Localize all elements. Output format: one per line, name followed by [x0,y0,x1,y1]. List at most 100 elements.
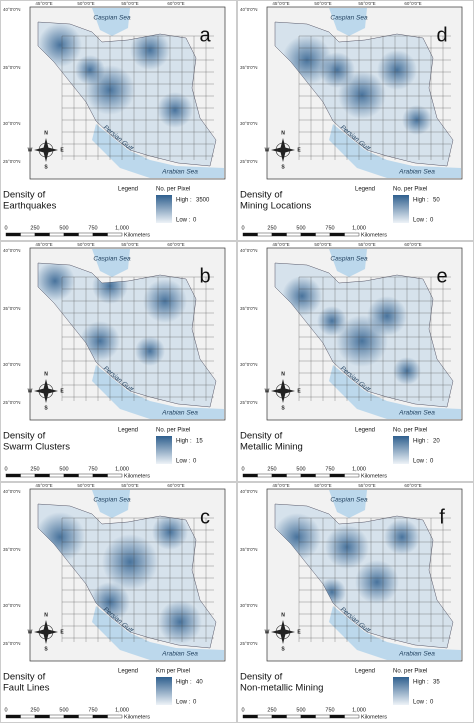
legend-ramp [156,436,172,464]
scale-tick-label: 750 [88,707,97,713]
scale-unit: Kilometers [124,473,150,479]
latitude-label: 25°0'0"N [3,641,21,646]
sea-label: Arabian Sea [161,410,198,417]
scale-segment [242,714,258,719]
latitude-label: 25°0'0"N [240,400,258,405]
panel-title: Density of [3,431,46,442]
compass-letter: S [281,164,285,170]
panel: 40°0'0"N 35°0'0"N 30°0'0"N 25°0'0"N 45°0'0"E… [237,241,474,482]
compass-letter: E [60,629,64,635]
scale-segment [63,714,79,719]
scale-segment [20,473,36,478]
panel: 40°0'0"N 35°0'0"N 30°0'0"N 25°0'0"N 45°0'0"E… [237,482,474,723]
legend-unit: No. per Pixel [393,187,427,193]
scale-segment [34,714,50,719]
caspian-sea [92,8,130,36]
scale-unit: Kilometers [124,232,150,238]
legend-low-label: Low : [176,218,191,224]
scale-tick-label: 1,000 [115,707,129,713]
panel-letter: b [199,265,210,287]
scale-segment [34,232,50,237]
panel-border [0,0,237,241]
longitude-label: 60°0'0"E [167,242,184,247]
scale-tick-label: 250 [267,466,276,472]
compass-letter: W [265,629,270,635]
scale-segment [20,232,36,237]
gulf-sea [92,606,224,660]
legend-low-label: Low : [413,218,428,224]
caspian-sea [92,249,130,277]
scale-segment [315,714,331,719]
panel-title: Fault Lines [3,683,50,694]
scale-segment [49,714,65,719]
legend-high-value: 50 [433,198,440,204]
legend-low-value: 0 [193,459,197,465]
compass-letter: E [297,629,301,635]
density-blob [75,55,105,85]
scale-segment [300,714,316,719]
scale-segment [286,473,302,478]
density-blob [384,519,420,555]
legend-title: Legend [118,428,138,434]
longitude-label: 50°0'0"E [314,483,331,488]
legend-ramp [156,677,172,705]
scale-segment [5,714,21,719]
legend-high-label: High : [413,439,429,445]
scale-tick-label: 250 [267,707,276,713]
compass-letter: N [281,130,285,136]
scale-segment [107,473,123,478]
gulf-sea [92,124,224,178]
panel-title: Density of [240,431,283,442]
compass-letter: N [44,612,48,618]
compass-letter: E [297,147,301,153]
panel-title: Mining Locations [240,201,312,212]
scale-segment [92,473,108,478]
latitude-label: 25°0'0"N [240,641,258,646]
longitude-label: 45°0'0"E [35,242,52,247]
legend-unit: No. per Pixel [393,428,427,434]
panel: 40°0'0"N 35°0'0"N 30°0'0"N 25°0'0"N 45°0'0"E… [0,241,237,482]
scale-tick-label: 1,000 [115,225,129,231]
longitude-label: 45°0'0"E [35,483,52,488]
scale-tick-label: 250 [30,225,39,231]
latitude-label: 30°0'0"N [240,362,258,367]
sea-label: Arabian Sea [161,651,198,658]
scale-tick-label: 500 [296,225,305,231]
scale-segment [271,473,287,478]
gulf-sea [329,124,461,178]
scale-segment [344,714,360,719]
longitude-label: 55°0'0"E [121,1,138,6]
compass-letter: E [60,388,64,394]
scale-unit: Kilometers [124,714,150,720]
latitude-label: 30°0'0"N [3,603,21,608]
legend-low-label: Low : [413,459,428,465]
gulf-sea [329,606,461,660]
latitude-label: 40°0'0"N [3,248,21,253]
scale-segment [271,232,287,237]
longitude-label: 60°0'0"E [404,242,421,247]
scale-tick-label: 0 [4,225,7,231]
legend-high-label: High : [176,439,192,445]
legend-low-value: 0 [193,700,197,706]
scale-tick-label: 0 [241,707,244,713]
scale-segment [257,473,273,478]
longitude-label: 55°0'0"E [358,483,375,488]
legend-unit: No. per Pixel [393,669,427,675]
scale-tick-label: 0 [241,466,244,472]
scale-tick-label: 250 [30,466,39,472]
scale-segment [242,232,258,237]
scale-segment [92,232,108,237]
sea-label: Caspian Sea [330,15,368,22]
panel: 40°0'0"N 35°0'0"N 30°0'0"N 25°0'0"N 45°0'0"E… [237,0,474,241]
scale-tick-label: 750 [325,225,334,231]
panel: 40°0'0"N 35°0'0"N 30°0'0"N 25°0'0"N 45°0'0"E… [0,482,237,723]
compass-letter: S [281,646,285,652]
caspian-sea [329,8,367,36]
scale-segment [78,473,94,478]
scale-segment [5,473,21,478]
latitude-label: 30°0'0"N [240,121,258,126]
legend-title: Legend [118,187,138,193]
longitude-label: 55°0'0"E [358,1,375,6]
density-blob [158,600,202,644]
compass-letter: S [44,405,48,411]
